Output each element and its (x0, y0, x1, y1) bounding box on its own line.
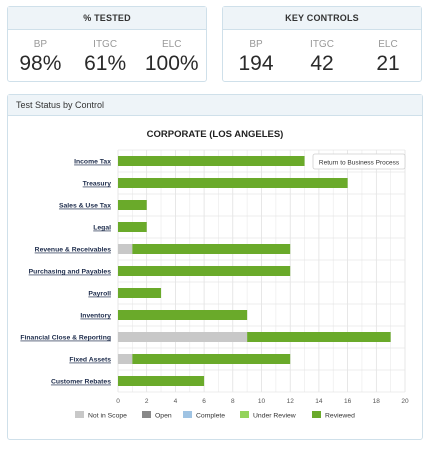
legend-swatch (240, 411, 249, 418)
bar-reviewed[interactable] (118, 376, 205, 386)
bar-reviewed[interactable] (247, 332, 391, 342)
kpi-value: 98% (19, 52, 62, 75)
kpi-label: ELC (378, 39, 398, 50)
bar-reviewed[interactable] (118, 310, 248, 320)
bar-reviewed[interactable] (132, 354, 291, 364)
kpi-bp-tested: BP 98% (15, 39, 65, 76)
kpi-value: 194 (238, 52, 274, 75)
kpi-card-tested: % TESTED BP 98% ITGC 61% ELC 100% (7, 6, 207, 82)
chart-title: CORPORATE (LOS ANGELES) (147, 129, 284, 140)
kpi-bp-controls: BP 194 (231, 39, 281, 76)
category-label[interactable]: Fixed Assets (69, 357, 111, 364)
x-tick-label: 10 (258, 398, 266, 405)
kpi-itgc-controls: ITGC 42 (297, 39, 347, 76)
x-tick-label: 20 (401, 398, 409, 405)
panel-title: Test Status by Control (8, 95, 422, 116)
bar-reviewed[interactable] (118, 222, 147, 232)
kpi-value: 21 (376, 52, 400, 75)
kpi-card-title: KEY CONTROLS (223, 7, 421, 30)
category-label[interactable]: Customer Rebates (51, 379, 111, 386)
bar-reviewed[interactable] (118, 200, 147, 210)
legend-label: Not in Scope (88, 413, 127, 420)
x-tick-label: 6 (202, 398, 206, 405)
kpi-label: BP (33, 39, 48, 50)
category-label[interactable]: Inventory (80, 313, 111, 320)
kpi-card-key-controls: KEY CONTROLS BP 194 ITGC 42 ELC 21 (222, 6, 422, 82)
kpi-value: 61% (84, 52, 127, 75)
category-label[interactable]: Legal (93, 225, 111, 232)
x-tick-label: 16 (344, 398, 352, 405)
legend-item-complete[interactable]: Complete (183, 411, 225, 420)
legend-item-open[interactable]: Open (142, 411, 172, 420)
legend-swatch (183, 411, 192, 418)
legend-item-not-in-scope[interactable]: Not in Scope (75, 411, 127, 420)
legend-label: Open (155, 413, 172, 420)
kpi-label: ITGC (93, 39, 118, 50)
bar-not-in-scope[interactable] (118, 354, 133, 364)
kpi-label: BP (249, 39, 263, 50)
category-label[interactable]: Purchasing and Payables (29, 269, 112, 276)
x-tick-label: 12 (287, 398, 295, 405)
legend-swatch (142, 411, 151, 418)
legend-swatch (312, 411, 321, 418)
kpi-elc-controls: ELC 21 (363, 39, 413, 76)
x-tick-label: 18 (373, 398, 381, 405)
legend-label: Reviewed (325, 413, 355, 420)
category-label[interactable]: Revenue & Receivables (35, 247, 112, 254)
x-tick-label: 2 (145, 398, 149, 405)
category-label[interactable]: Treasury (83, 181, 112, 188)
kpi-value: 100% (144, 52, 199, 75)
legend-item-reviewed[interactable]: Reviewed (312, 411, 355, 420)
legend-item-under-review[interactable]: Under Review (240, 411, 296, 420)
bar-reviewed[interactable] (118, 178, 348, 188)
bar-reviewed[interactable] (132, 244, 291, 254)
category-label[interactable]: Sales & Use Tax (59, 203, 111, 210)
kpi-itgc-tested: ITGC 61% (80, 39, 130, 76)
x-tick-label: 0 (116, 398, 120, 405)
legend-label: Under Review (253, 413, 296, 420)
return-to-business-process-button[interactable]: Return to Business Process (312, 153, 406, 170)
bar-reviewed[interactable] (118, 156, 305, 166)
legend-label: Complete (196, 413, 225, 420)
kpi-label: ELC (162, 39, 182, 50)
return-button-label: Return to Business Process (319, 160, 400, 167)
kpi-elc-tested: ELC 100% (145, 39, 199, 76)
x-tick-label: 14 (315, 398, 323, 405)
bar-reviewed[interactable] (118, 266, 291, 276)
x-tick-label: 4 (174, 398, 178, 405)
x-tick-label: 8 (231, 398, 235, 405)
kpi-card-title: % TESTED (8, 7, 206, 30)
bar-reviewed[interactable] (118, 288, 162, 298)
category-label[interactable]: Income Tax (74, 159, 111, 166)
legend-swatch (75, 411, 84, 418)
category-label[interactable]: Payroll (88, 291, 111, 298)
bar-not-in-scope[interactable] (118, 244, 133, 254)
bar-not-in-scope[interactable] (118, 332, 248, 342)
kpi-value: 42 (310, 52, 334, 75)
kpi-label: ITGC (310, 39, 334, 50)
category-label[interactable]: Financial Close & Reporting (20, 335, 111, 342)
